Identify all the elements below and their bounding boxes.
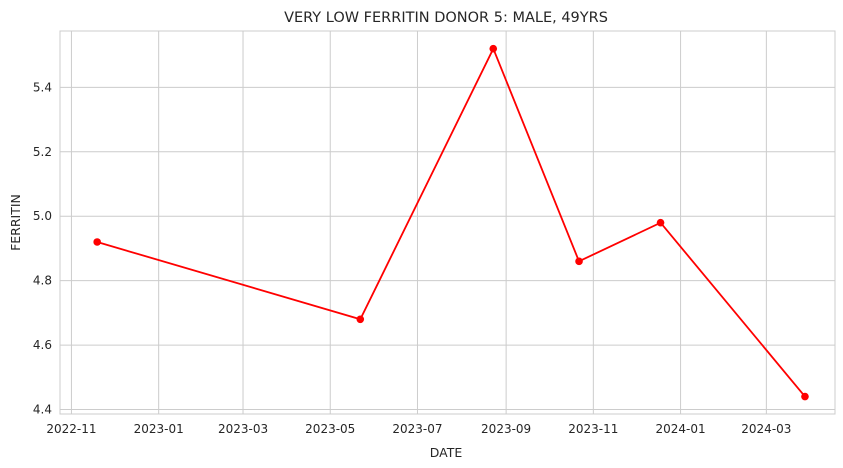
x-tick-labels: 2022-11 2023-01 2023-03 2023-05 2023-07 2023-… xyxy=(46,422,791,436)
data-point xyxy=(356,315,365,324)
x-tick-label: 2022-11 xyxy=(46,422,96,436)
y-tick-label: 5.2 xyxy=(33,145,52,159)
x-tick-label: 2023-05 xyxy=(305,422,355,436)
x-tick-label: 2023-11 xyxy=(568,422,618,436)
y-tick-label: 4.8 xyxy=(33,274,52,288)
y-tick-label: 4.6 xyxy=(33,338,52,352)
x-tick-label: 2024-03 xyxy=(741,422,791,436)
y-tick-label: 5.0 xyxy=(33,209,52,223)
data-point xyxy=(93,238,101,246)
x-tick-label: 2024-01 xyxy=(656,422,706,436)
x-tick-label: 2023-03 xyxy=(218,422,268,436)
x-tick-label: 2023-07 xyxy=(392,422,442,436)
y-axis-label: FERRITIN xyxy=(8,194,23,251)
y-tick-labels: 4.4 4.6 4.8 5.0 5.2 5.4 xyxy=(33,80,52,416)
chart-title: VERY LOW FERRITIN DONOR 5: MALE, 49YRS xyxy=(284,10,608,26)
grid-lines xyxy=(60,31,835,414)
series-line xyxy=(96,46,806,398)
plot-frame xyxy=(59,30,836,415)
x-tick-label: 2023-01 xyxy=(134,422,184,436)
data-point xyxy=(801,392,809,401)
data-point xyxy=(575,257,583,266)
x-axis-label: DATE xyxy=(430,445,463,460)
series-layer xyxy=(93,44,809,401)
y-tick-label: 4.4 xyxy=(33,402,52,416)
data-point xyxy=(656,218,665,227)
data-point xyxy=(489,44,498,53)
y-tick-label: 5.4 xyxy=(33,80,52,94)
x-tick-label: 2023-09 xyxy=(481,422,531,436)
